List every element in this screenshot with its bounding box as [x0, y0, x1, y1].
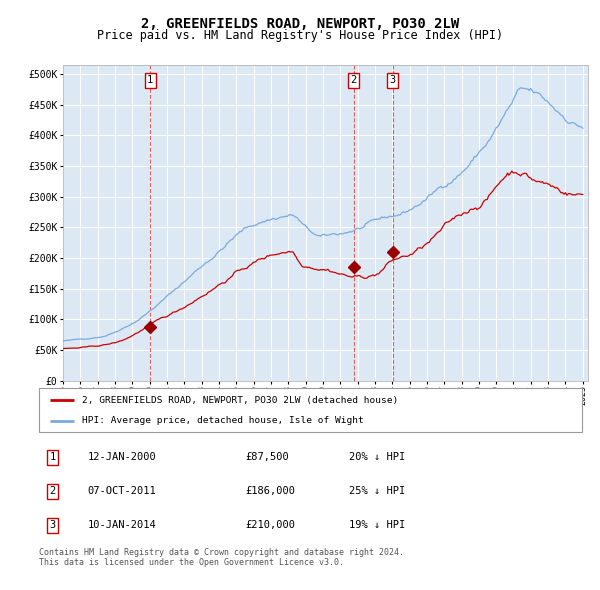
Text: Contains HM Land Registry data © Crown copyright and database right 2024.
This d: Contains HM Land Registry data © Crown c… [39, 548, 404, 567]
Text: 3: 3 [389, 75, 396, 85]
Text: 2: 2 [49, 486, 56, 496]
Text: 1: 1 [49, 453, 56, 462]
Text: £186,000: £186,000 [245, 486, 295, 496]
Text: Price paid vs. HM Land Registry's House Price Index (HPI): Price paid vs. HM Land Registry's House … [97, 29, 503, 42]
Text: £87,500: £87,500 [245, 453, 289, 462]
Text: 2, GREENFIELDS ROAD, NEWPORT, PO30 2LW (detached house): 2, GREENFIELDS ROAD, NEWPORT, PO30 2LW (… [82, 395, 398, 405]
Text: 25% ↓ HPI: 25% ↓ HPI [349, 486, 405, 496]
Text: HPI: Average price, detached house, Isle of Wight: HPI: Average price, detached house, Isle… [82, 417, 364, 425]
FancyBboxPatch shape [39, 388, 582, 432]
Text: 12-JAN-2000: 12-JAN-2000 [88, 453, 157, 462]
Text: 2, GREENFIELDS ROAD, NEWPORT, PO30 2LW: 2, GREENFIELDS ROAD, NEWPORT, PO30 2LW [141, 17, 459, 31]
Text: 2: 2 [350, 75, 356, 85]
Text: 1: 1 [147, 75, 154, 85]
Text: 10-JAN-2014: 10-JAN-2014 [88, 520, 157, 530]
Text: 3: 3 [49, 520, 56, 530]
Text: 07-OCT-2011: 07-OCT-2011 [88, 486, 157, 496]
Text: 20% ↓ HPI: 20% ↓ HPI [349, 453, 405, 462]
Text: 19% ↓ HPI: 19% ↓ HPI [349, 520, 405, 530]
Text: £210,000: £210,000 [245, 520, 295, 530]
